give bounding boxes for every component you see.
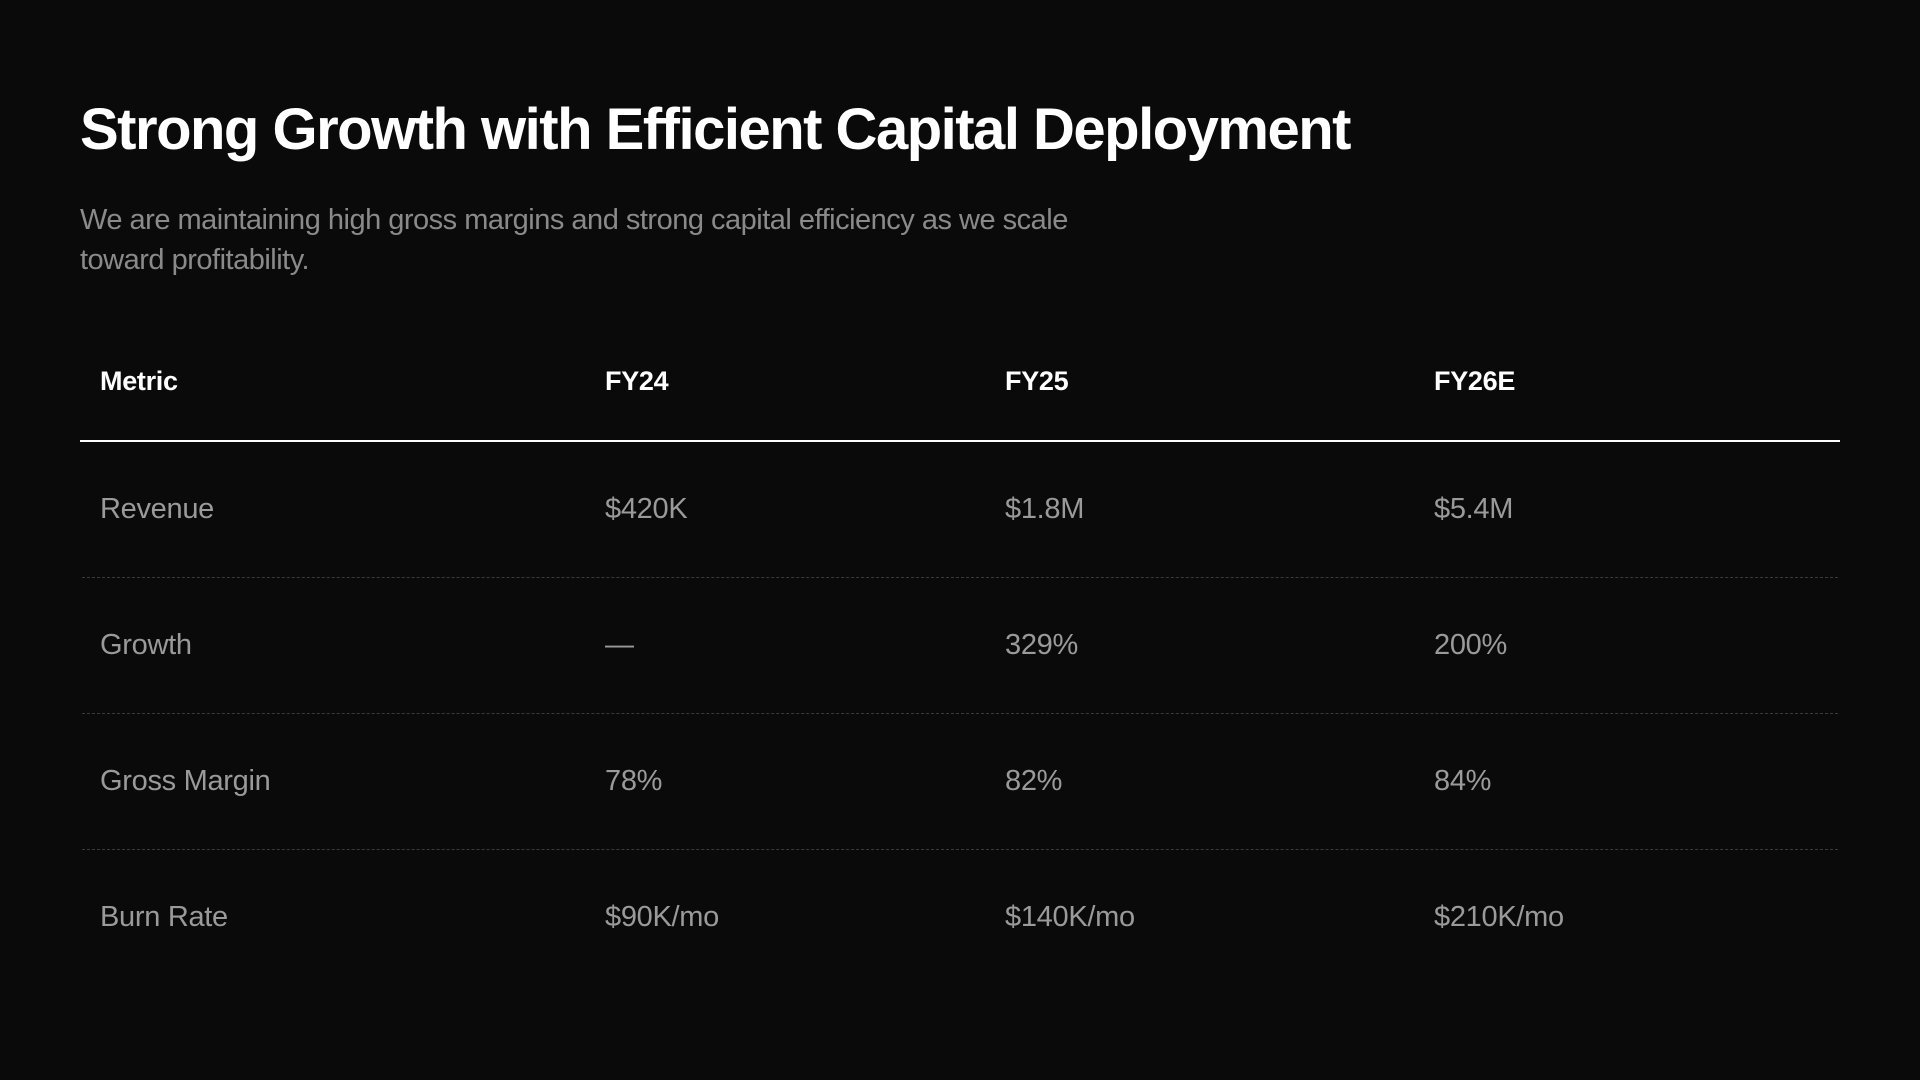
table-cell: $90K/mo <box>605 901 719 933</box>
column-header: Metric <box>100 365 178 396</box>
table-cell: $1.8M <box>1005 493 1085 525</box>
table-cell: $5.4M <box>1434 493 1514 525</box>
row-label: Growth <box>100 629 192 661</box>
column-header: FY26E <box>1434 365 1516 396</box>
table-cell: — <box>605 629 634 661</box>
table-cell: $420K <box>605 493 688 525</box>
row-label: Revenue <box>100 493 214 525</box>
row-label: Gross Margin <box>100 765 271 797</box>
column-header: FY24 <box>605 365 669 396</box>
title: Strong Growth with Efficient Capital Dep… <box>80 97 1352 162</box>
table-cell: 329% <box>1005 629 1078 661</box>
table-cell: 200% <box>1434 629 1507 661</box>
table-cell: $210K/mo <box>1434 901 1564 933</box>
table-row: Gross Margin 78% 82% 84% <box>82 714 1838 850</box>
column-header: FY25 <box>1005 365 1069 396</box>
header-row: Metric FY24 FY25 FY26E <box>80 322 1840 442</box>
table-cell: $140K/mo <box>1005 901 1135 933</box>
table-row: Growth — 329% 200% <box>82 578 1838 714</box>
subtitle: We are maintaining high gross margins an… <box>80 204 1068 276</box>
table-cell: 84% <box>1434 765 1492 797</box>
metrics-table: Metric FY24 FY25 FY26E Revenue $420K $1.8M $5.4… <box>80 322 1840 985</box>
table-row: Burn Rate $90K/mo $140K/mo $210K/mo <box>82 850 1838 985</box>
table-cell: 82% <box>1005 765 1063 797</box>
table-row: Revenue $420K $1.8M $5.4M <box>82 442 1838 578</box>
row-label: Burn Rate <box>100 901 228 933</box>
table-cell: 78% <box>605 765 663 797</box>
